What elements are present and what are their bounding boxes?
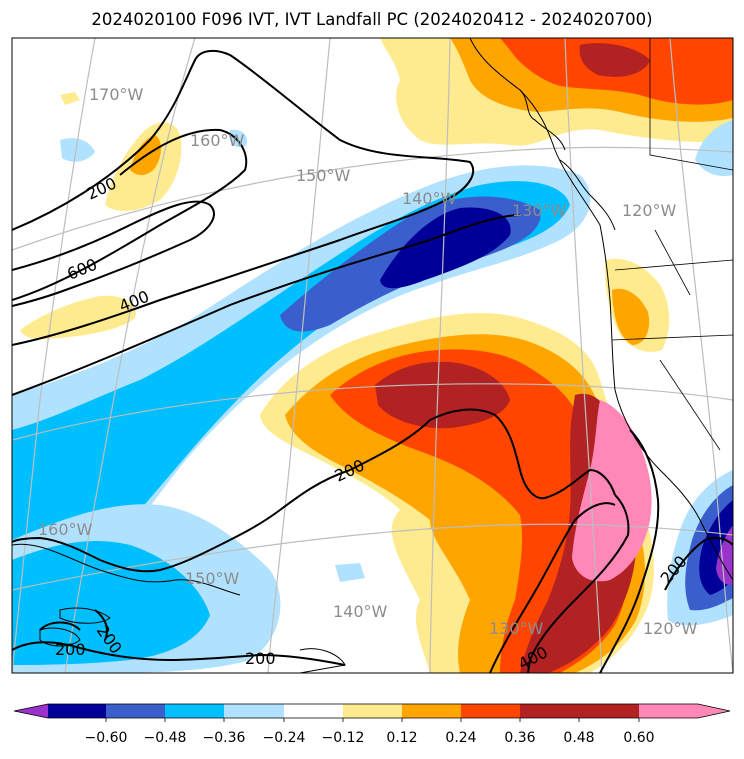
colorbar-tick-label: 0.48 [563,730,594,746]
lon-label-120w-bottom: 120°W [643,619,698,638]
graticule-lines [12,38,733,673]
map-frame [11,37,734,674]
colorbar-bin [343,704,402,718]
colorbar: −0.60 −0.48 −0.36 −0.24 −0.12 0.12 0.24 … [13,703,731,746]
lon-label-170w-top: 170°W [89,85,144,104]
colorbar-tick-label: −0.48 [144,730,187,746]
ivt-anomaly-shading [12,38,733,673]
plot-title: 2024020100 F096 IVT, IVT Landfall PC (20… [91,10,653,29]
colorbar-tick-label: −0.60 [85,730,128,746]
colorbar-tick-label: 0.24 [445,730,476,746]
colorbar-tick-label: 0.36 [504,730,535,746]
colorbar-bin [165,704,224,718]
colorbar-tick-label: −0.24 [263,730,306,746]
colorbar-bin [48,704,106,718]
colorbar-bin [402,704,461,718]
lon-label-150w-top: 150°W [296,166,351,185]
contour-label-200-s: 200 [245,649,276,668]
longitude-labels: 170°W 160°W 150°W 140°W 130°W 120°W 160°… [38,85,698,638]
colorbar-bin [284,704,343,718]
contour-label-200-sw: 200 [55,640,86,659]
colorbar-tick-label: −0.36 [203,730,246,746]
colorbar-bin [461,704,520,718]
ivt-contours [12,49,733,673]
lon-label-130w-top: 130°W [512,201,567,220]
colorbar-bin [106,704,165,718]
colorbar-tick-label: 0.12 [386,730,417,746]
lon-label-160w-bottom: 160°W [38,520,93,539]
colorbar-bin [224,704,284,718]
colorbar-bin [579,704,639,718]
colorbar-tick-label: −0.12 [322,730,365,746]
colorbar-bin [520,704,579,718]
lon-label-150w-bottom: 150°W [185,569,240,588]
lon-label-120w-top: 120°W [622,201,677,220]
lon-label-140w-bottom: 140°W [333,602,388,621]
colorbar-extend-low [14,704,48,718]
colorbar-extend-high [639,704,730,718]
colorbar-tick-label: 0.60 [623,730,654,746]
lon-label-160w-top: 160°W [190,131,245,150]
map-panel [12,38,733,673]
coastlines [12,38,733,673]
lon-label-140w-top: 140°W [402,189,457,208]
lon-label-130w-bottom: 130°W [489,619,544,638]
